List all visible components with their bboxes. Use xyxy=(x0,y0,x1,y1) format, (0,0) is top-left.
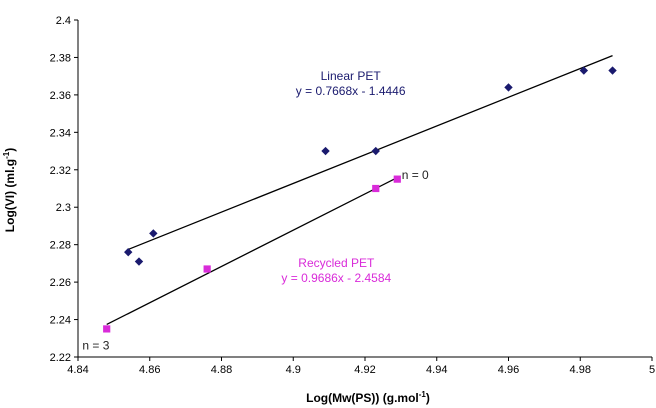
y-tick-label: 2.24 xyxy=(50,315,71,327)
x-axis-label-main: Log(Mw(PS)) (g.mol xyxy=(306,391,419,405)
y-axis-label-main: Log(VI) (ml.g xyxy=(3,159,17,232)
x-tick-label: 4.94 xyxy=(426,364,447,376)
square-point xyxy=(103,325,111,333)
x-tick-label: 4.86 xyxy=(139,364,160,376)
annotation-label: n = 0 xyxy=(402,168,429,182)
diamond-point xyxy=(371,146,380,156)
y-tick-label: 2.28 xyxy=(50,240,71,252)
y-tick-label: 2.38 xyxy=(50,52,71,64)
annotation-label: Recycled PET xyxy=(298,256,375,270)
y-tick-label: 2.34 xyxy=(50,127,71,139)
y-tick-label: 2.26 xyxy=(50,277,71,289)
data-points xyxy=(103,66,617,333)
diamond-point xyxy=(579,66,589,75)
y-tick-label: 2.32 xyxy=(50,165,71,177)
y-axis-ticks: 2.22 2.24 2.26 2.28 2.3 2.32 2.34 2.36 2.38 2.4 xyxy=(50,15,78,364)
x-tick-label: 4.88 xyxy=(211,364,232,376)
y-tick-label: 2.4 xyxy=(56,15,71,27)
x-axis-label-sup: -1 xyxy=(419,390,427,399)
square-point xyxy=(203,265,211,273)
x-axis-ticks: 4.84 4.86 4.88 4.9 4.92 4.94 4.96 4.98 5 xyxy=(67,357,655,376)
diamond-point xyxy=(124,247,133,257)
diamond-point xyxy=(321,146,330,156)
annotation-label: Linear PET xyxy=(321,69,382,83)
trendlines xyxy=(106,55,613,326)
diamond-point xyxy=(504,83,513,92)
x-tick-label: 4.96 xyxy=(498,364,519,376)
diamond-point xyxy=(608,66,617,75)
x-tick-label: 4.84 xyxy=(67,364,88,376)
y-axis-label: Log(VI) (ml.g-1) xyxy=(2,148,17,232)
annotation-label: y = 0.9686x - 2.4584 xyxy=(281,271,391,285)
y-tick-label: 2.3 xyxy=(56,202,71,214)
y-tick-label: 2.36 xyxy=(50,90,71,102)
x-tick-label: 4.9 xyxy=(286,364,301,376)
x-tick-label: 5 xyxy=(649,364,655,376)
annotation-label: n = 3 xyxy=(82,339,109,353)
square-point xyxy=(372,184,380,193)
trendline-1 xyxy=(106,177,398,326)
y-axis-label-sup: -1 xyxy=(2,151,11,159)
square-point xyxy=(393,175,401,183)
annotation-label: y = 0.7668x - 1.4446 xyxy=(296,84,406,98)
trendline-0 xyxy=(127,55,613,251)
y-tick-label: 2.22 xyxy=(50,352,71,364)
x-axis-label-end: ) xyxy=(426,391,430,405)
diamond-point xyxy=(134,257,144,266)
x-tick-label: 4.92 xyxy=(354,364,375,376)
diamond-point xyxy=(149,229,158,238)
x-axis-label: Log(Mw(PS)) (g.mol-1) xyxy=(306,390,430,405)
x-tick-label: 4.98 xyxy=(570,364,591,376)
y-axis-label-end: ) xyxy=(3,148,17,152)
